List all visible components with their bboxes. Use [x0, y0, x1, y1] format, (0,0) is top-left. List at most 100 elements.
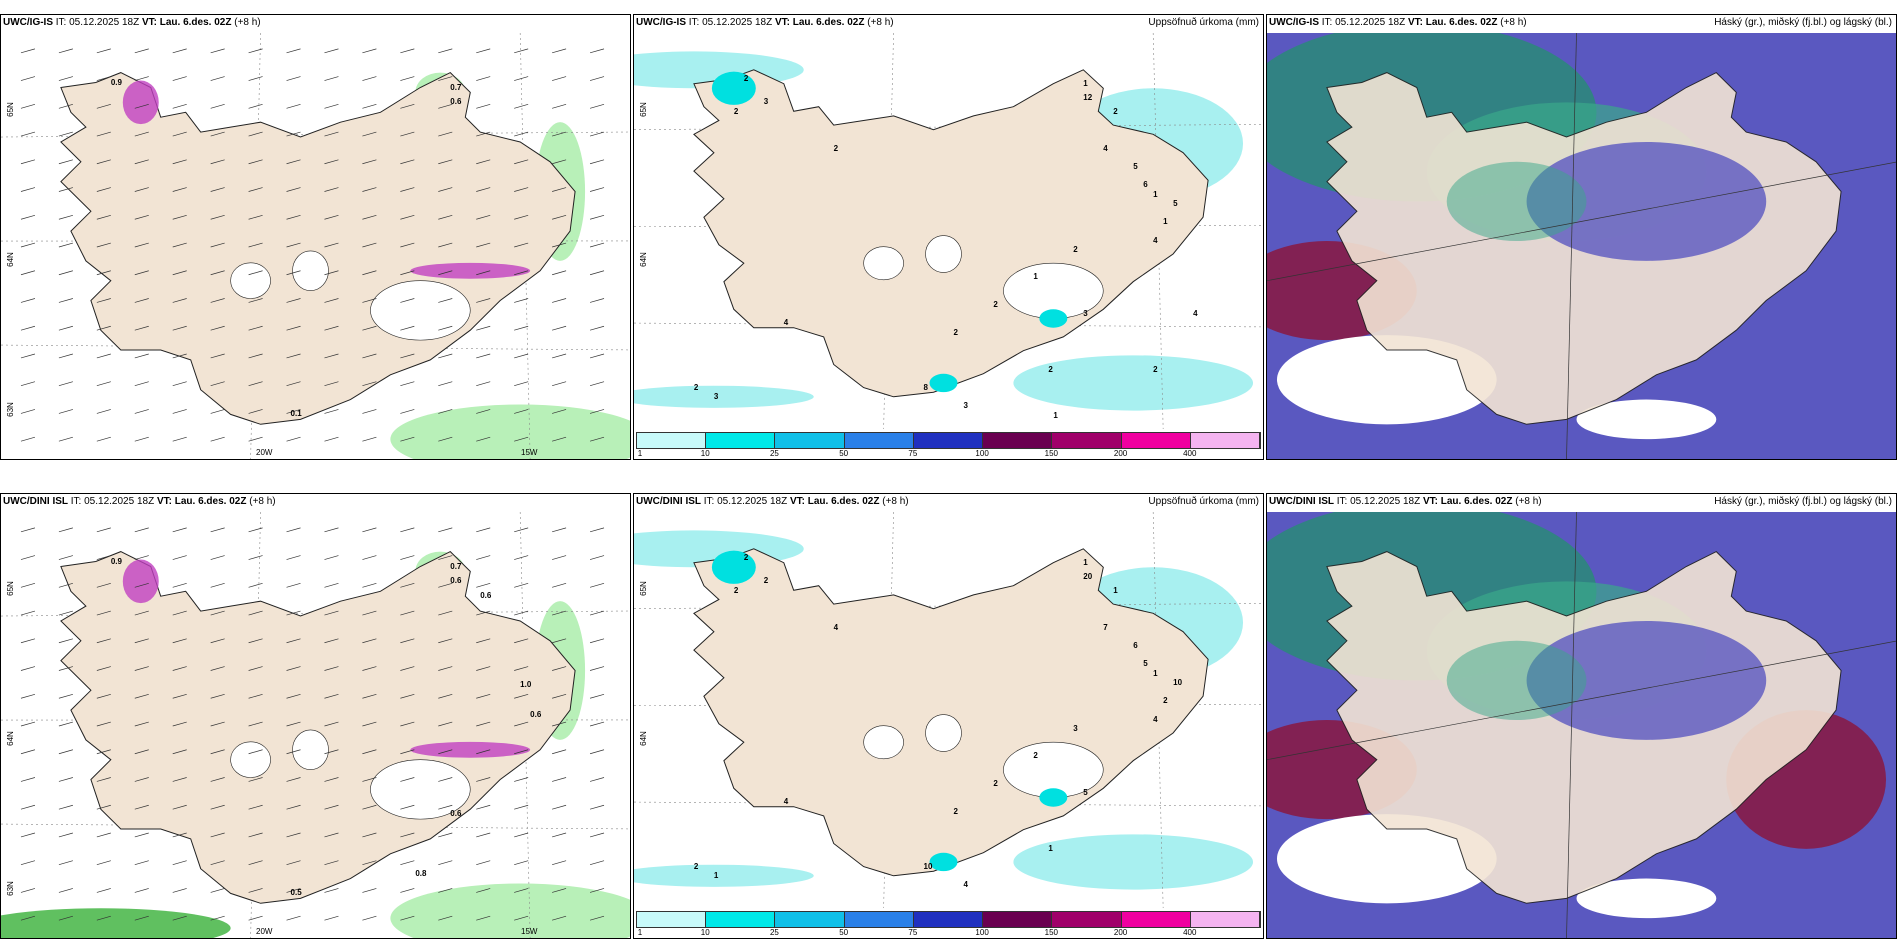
panel-title: Uppsöfnuð úrkoma (mm) [1148, 17, 1259, 28]
wind-barb [96, 103, 111, 109]
wind-barb [400, 159, 415, 165]
wind-barb [362, 638, 377, 644]
wind-barb [589, 187, 605, 192]
wind-barb [362, 749, 377, 755]
wind-barb [134, 270, 149, 276]
wind-barb [172, 555, 187, 560]
wind-barb [134, 610, 149, 616]
wind-barb [172, 298, 187, 303]
wind-barb [134, 103, 149, 109]
iceland-land [693, 69, 1209, 398]
panel-header: UWC/DINI ISL IT: 05.12.2025 18Z VT: Lau.… [3, 496, 626, 507]
wind-barb [134, 214, 149, 220]
wind-barb [324, 353, 339, 359]
colorbar-tick-label: 50 [839, 928, 849, 937]
wind-barb [400, 353, 415, 359]
value-label: 5 [1133, 161, 1138, 171]
valid-time: VT: Lau. 6.des. 02Z [1407, 17, 1498, 28]
wind-barb [400, 721, 415, 727]
wind-barb [96, 721, 111, 727]
wind-barb [514, 638, 529, 644]
wind-barb [324, 48, 339, 54]
glacier [863, 246, 904, 281]
value-label: 6 [1133, 640, 1138, 650]
wind-barb [20, 888, 36, 893]
wind-barb [324, 804, 339, 810]
wind-barb [58, 804, 73, 810]
longitude-label: 15W [521, 448, 538, 457]
wind-barb [58, 860, 73, 866]
wind-barb [589, 610, 605, 616]
wind-barb [248, 131, 263, 137]
value-label: 4 [1193, 309, 1198, 319]
wind-barb [400, 187, 415, 192]
glacier [230, 262, 271, 299]
run-time: IT: 05.12.2025 18Z [55, 17, 140, 28]
wind-barb [172, 436, 187, 442]
value-label: 2 [993, 779, 998, 789]
wind-barb [476, 721, 491, 727]
panel-title: Háský (gr.), miðský (fj.bl.) og lágský (… [1714, 496, 1892, 507]
wind-barb [362, 242, 377, 248]
latitude-label: 63N [5, 881, 15, 896]
wind-barb [210, 48, 225, 54]
wind-barb [514, 860, 529, 866]
lead-time: (+8 h) [882, 496, 909, 507]
value-label: 2 [1163, 696, 1168, 706]
glacier [863, 725, 904, 760]
wind-barb [589, 381, 605, 387]
wind-barb [20, 555, 36, 560]
wind-barb [20, 187, 36, 192]
wind-barb [286, 159, 301, 165]
wind-barb [362, 353, 377, 359]
precip-area [711, 71, 756, 105]
wind-barb [172, 749, 187, 755]
cloud-over-land [1526, 620, 1767, 740]
wind-barb [589, 159, 605, 165]
wind-barb [172, 888, 187, 893]
glacier [370, 280, 471, 341]
wind-barb [438, 381, 453, 387]
wind-barb [210, 76, 225, 81]
wind-barb [324, 721, 339, 727]
clear-sky-area [1576, 878, 1717, 919]
wind-barb [210, 693, 225, 699]
wind-barb [134, 638, 149, 644]
wind-barb [286, 582, 301, 588]
wind-barb [400, 76, 415, 81]
value-label: 2 [743, 74, 749, 84]
wind-barb [514, 777, 529, 782]
valid-time: VT: Lau. 6.des. 02Z [156, 496, 247, 507]
wind-barb [172, 325, 187, 331]
wind-barb [286, 749, 301, 755]
precip-area [1039, 788, 1068, 807]
wind-barb [58, 666, 73, 671]
wind-barb [96, 48, 111, 54]
wind-barb [210, 610, 225, 616]
wind-barb [58, 214, 73, 220]
wind-barb [438, 693, 453, 699]
panel-header: UWC/IG-IS IT: 05.12.2025 18Z VT: Lau. 6.… [636, 17, 1259, 28]
wind-barb [286, 131, 301, 137]
wind-barb [438, 159, 453, 165]
wind-barb [172, 777, 187, 782]
value-label: 6 [1143, 180, 1148, 190]
colorbar-swatch [775, 912, 845, 927]
wind-barb [438, 915, 453, 921]
wind-barb [589, 777, 605, 782]
wind-barb [20, 131, 36, 137]
wind-barb [552, 353, 567, 359]
value-label: 0.5 [290, 888, 302, 898]
colorbar-swatch [1052, 433, 1122, 448]
wind-barb [96, 436, 111, 442]
wind-barb [438, 409, 453, 414]
value-label: 1 [1053, 410, 1058, 420]
wind-barb [248, 187, 263, 192]
wind-barb [514, 527, 529, 533]
wind-barb [438, 777, 453, 782]
wind-barb [438, 582, 453, 588]
wind-barb [476, 325, 491, 331]
wind-barb [286, 888, 301, 893]
wind-barb [96, 610, 111, 616]
wind-barb [362, 76, 377, 81]
